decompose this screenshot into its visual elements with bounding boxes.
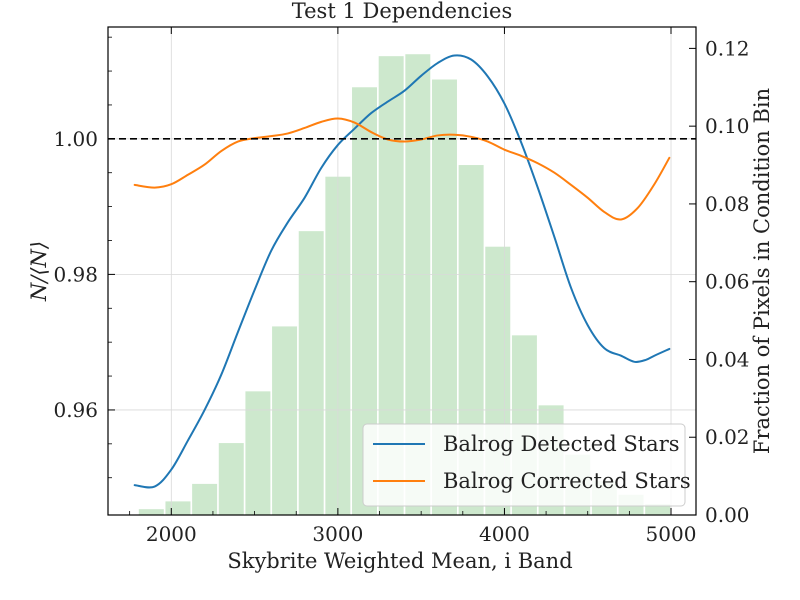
histogram-bar (192, 483, 218, 515)
y-tick-label-right: 0.10 (705, 114, 750, 138)
series-line-detected (133, 54, 671, 489)
x-tick-label: 3000 (312, 522, 363, 546)
y-tick-label-left: 1.00 (53, 127, 98, 151)
legend-label-detected: Balrog Detected Stars (443, 432, 680, 456)
y-tick-label-left: 0.98 (53, 262, 98, 286)
y-axis-label-right: Fraction of Pixels in Condition Bin (750, 88, 774, 454)
histogram-bar (245, 391, 271, 515)
plot-frame (107, 26, 697, 516)
legend: Balrog Detected Stars Balrog Corrected S… (362, 423, 691, 507)
histogram-bar (165, 501, 191, 515)
legend-label-corrected: Balrog Corrected Stars (443, 469, 691, 493)
y-axis-label-left: N/⟨N⟩ (27, 241, 51, 302)
chart-title: Test 1 Dependencies (292, 0, 512, 23)
y-tick-label-right: 0.04 (705, 347, 750, 371)
legend-box (362, 423, 686, 507)
histogram-bar (218, 443, 244, 515)
x-tick-label: 5000 (646, 522, 697, 546)
ticks-layer: 2000 3000 4000 5000 0.96 0.98 1.00 0.00 0.02 0.04… (53, 27, 750, 546)
x-axis-label: Skybrite Weighted Mean, i Band (227, 549, 572, 573)
grid-layer (108, 27, 696, 515)
y-tick-label-right: 0.08 (705, 192, 750, 216)
x-tick-label: 4000 (479, 522, 530, 546)
y-tick-label-right: 0.12 (705, 36, 750, 60)
y-tick-label-left: 0.96 (53, 398, 98, 422)
histogram-bar (272, 326, 298, 515)
histogram-bar (138, 509, 164, 515)
series-line-corrected (133, 117, 671, 221)
y-tick-label-right: 0.02 (705, 425, 750, 449)
histogram-bar (298, 231, 324, 515)
y-tick-label-right: 0.06 (705, 270, 750, 294)
histogram-bar (645, 504, 671, 515)
series-layer (108, 54, 696, 489)
x-tick-label: 2000 (146, 522, 197, 546)
y-tick-label-right: 0.00 (705, 503, 750, 527)
